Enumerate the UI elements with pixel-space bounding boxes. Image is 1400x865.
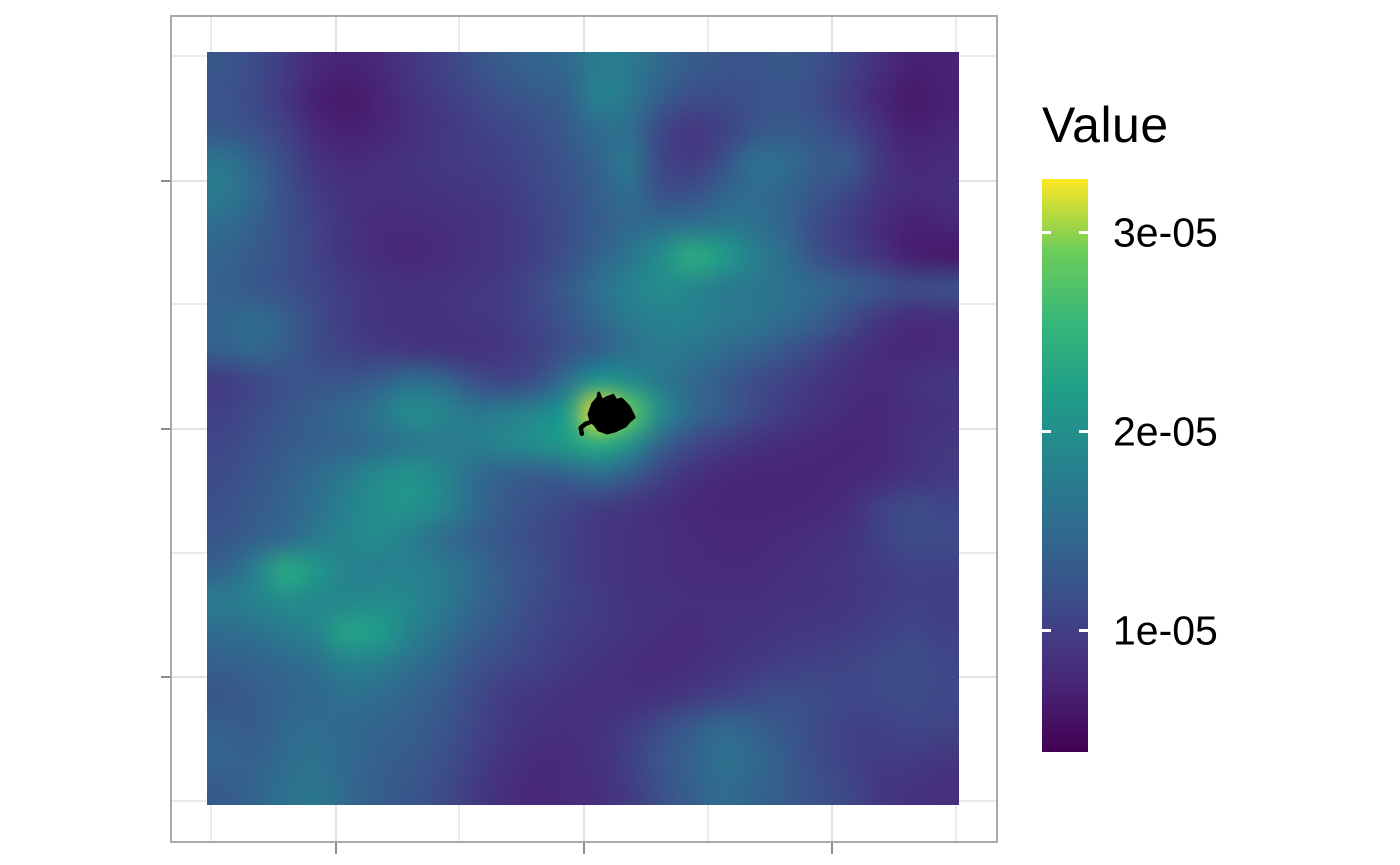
legend: Value 3e-05 2e-05 1e-05 xyxy=(1042,96,1362,796)
legend-title: Value xyxy=(1042,97,1169,153)
track-tail xyxy=(578,419,594,437)
colorbar-tick-label: 3e-05 xyxy=(1113,209,1218,256)
colorbar-tick-label: 2e-05 xyxy=(1113,408,1218,455)
y-axis-tick xyxy=(161,675,170,678)
plot-panel xyxy=(170,15,998,843)
colorbar xyxy=(1042,179,1088,752)
x-axis-tick xyxy=(830,843,833,854)
colorbar-tick-mark xyxy=(1042,629,1051,633)
colorbar-tick-mark xyxy=(1079,231,1088,235)
y-axis-tick xyxy=(161,179,170,182)
x-axis-tick xyxy=(582,843,585,854)
colorbar-tick-mark xyxy=(1042,231,1051,235)
colorbar-tick-label: 1e-05 xyxy=(1113,607,1218,654)
colorbar-tick-mark xyxy=(1079,430,1088,434)
x-axis-tick xyxy=(334,843,337,854)
colorbar-tick-mark xyxy=(1042,430,1051,434)
colorbar-tick-mark xyxy=(1079,629,1088,633)
track-cluster-overlay xyxy=(578,391,636,437)
y-axis-tick xyxy=(161,427,170,430)
track-cluster-blob xyxy=(587,391,636,435)
